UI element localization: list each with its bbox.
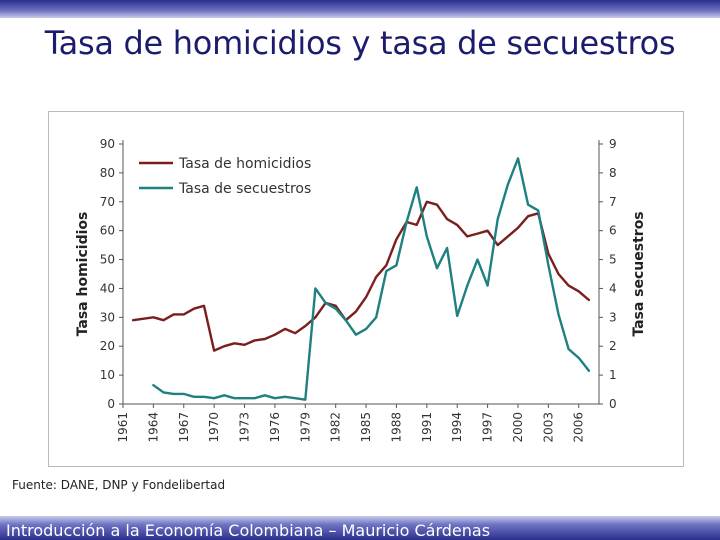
left-tick-label: 10	[100, 368, 115, 382]
right-tick-label: 0	[609, 397, 617, 411]
y-axis-title-left: Tasa homicidios	[75, 212, 91, 337]
x-tick-label: 1994	[450, 412, 464, 443]
right-tick-label: 3	[609, 310, 617, 324]
right-tick-label: 8	[609, 166, 617, 180]
legend-label: Tasa de homicidios	[178, 156, 311, 172]
left-tick-label: 70	[100, 195, 115, 209]
right-tick-label: 1	[609, 368, 617, 382]
top-header-bar	[0, 0, 720, 18]
right-tick-label: 5	[609, 253, 617, 267]
left-tick-label: 40	[100, 281, 115, 295]
left-tick-label: 60	[100, 224, 115, 238]
x-tick-label: 1973	[238, 412, 252, 443]
x-tick-label: 1979	[298, 412, 312, 443]
right-tick-label: 7	[609, 195, 617, 209]
x-tick-label: 1967	[177, 412, 191, 443]
legend: Tasa de homicidios Tasa de secuestros	[139, 156, 311, 197]
x-tick-label: 1991	[420, 412, 434, 443]
left-tick-label: 50	[100, 253, 115, 267]
x-tick-label: 1964	[146, 412, 160, 443]
series-line-homicidios	[131, 200, 591, 352]
right-tick-label: 4	[609, 281, 617, 295]
x-tick-label: 1997	[481, 412, 495, 443]
right-tick-label: 2	[609, 339, 617, 353]
right-tick-label: 9	[609, 137, 617, 151]
x-tick-label: 1976	[268, 412, 282, 443]
left-tick-label: 0	[107, 397, 115, 411]
left-tick-label: 30	[100, 310, 115, 324]
x-tick-label: 2006	[572, 412, 586, 443]
series-line-secuestros	[152, 157, 591, 401]
slide-title: Tasa de homicidios y tasa de secuestros	[44, 24, 676, 62]
y-axis-title-right: Tasa secuestros	[631, 211, 647, 336]
line-chart: 0 10 20 30 40 50 60 70 80 90 0 1 2 3 4 5 6 7 8 9 1961 1964 196…	[75, 137, 647, 443]
left-tick-label: 90	[100, 137, 115, 151]
x-tick-label: 1985	[359, 412, 373, 443]
axes-layer: 0 10 20 30 40 50 60 70 80 90 0 1 2 3 4 5 6 7 8 9 1961 1964 196…	[75, 137, 647, 443]
legend-label: Tasa de secuestros	[178, 181, 311, 197]
left-tick-label: 20	[100, 339, 115, 353]
left-tick-label: 80	[100, 166, 115, 180]
source-note: Fuente: DANE, DNP y Fondelibertad	[12, 478, 226, 492]
bottom-footer-bar	[0, 516, 720, 540]
lines-layer	[131, 157, 591, 401]
x-tick-label: 2003	[541, 412, 555, 443]
footer-text: Introducción a la Economía Colombiana – …	[6, 521, 491, 540]
x-tick-label: 2000	[511, 412, 525, 443]
x-tick-label: 1970	[207, 412, 221, 443]
right-tick-label: 6	[609, 224, 617, 238]
x-tick-label: 1988	[389, 412, 403, 443]
x-tick-label: 1961	[116, 412, 130, 443]
x-tick-label: 1982	[329, 412, 343, 443]
chart-frame: 0 10 20 30 40 50 60 70 80 90 0 1 2 3 4 5 6 7 8 9 1961 1964 196…	[48, 111, 684, 467]
